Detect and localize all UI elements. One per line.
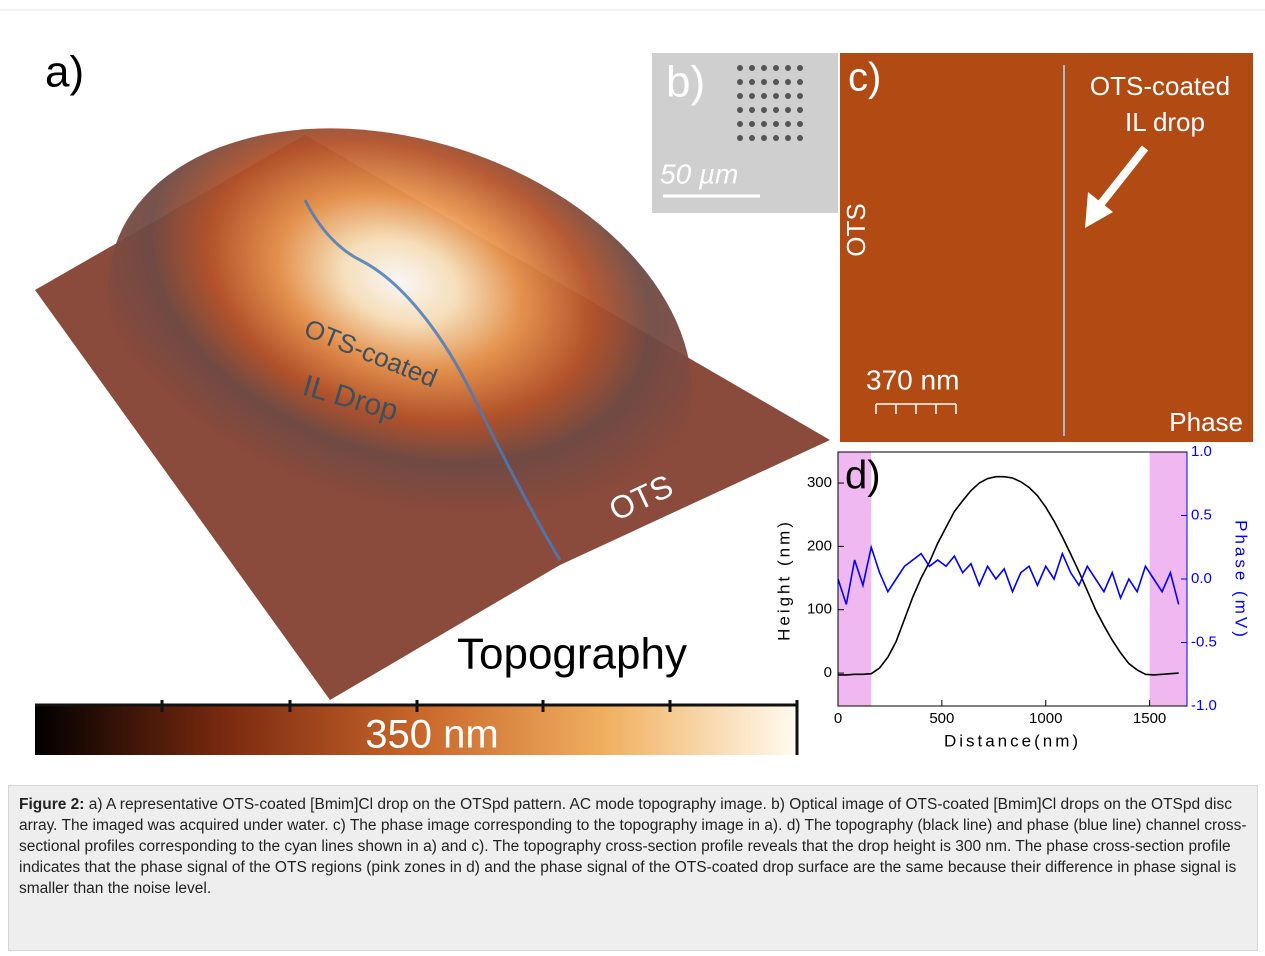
caption-text: a) A representative OTS-coated [Bmim]Cl …	[19, 796, 1247, 897]
drop-label: OTS-coated	[1090, 71, 1230, 101]
y2-tick-label: 1.0	[1191, 443, 1212, 460]
mode-label: Topography	[457, 630, 687, 679]
figure: a) OTS-coated IL Drop OTS Topography 350…	[0, 0, 1265, 780]
y2-tick-label: -1.0	[1191, 697, 1217, 714]
profile-chart: 0 500 1000 1500 0 100 200 300 -1.0 -0.5 0.0 0.5 1.0 d…	[774, 443, 1250, 751]
x-tick-label: 1500	[1133, 710, 1166, 727]
y2-tick-label: 0.0	[1191, 570, 1212, 587]
series-line	[838, 547, 1179, 604]
scale-label: 370 nm	[866, 364, 959, 395]
caption: Figure 2: a) A representative OTS-coated…	[8, 785, 1258, 951]
y-axis-label: Height (nm)	[774, 519, 793, 641]
panel-label: a)	[45, 48, 84, 97]
y2-axis-label: Phase (mV)	[1232, 520, 1251, 640]
y2-tick-label: 0.5	[1191, 506, 1212, 523]
caption-label: Figure 2:	[19, 796, 84, 813]
y-tick-label: 300	[807, 474, 832, 491]
page: {"figure": {"panels": { "a": {"label": "…	[0, 0, 1265, 956]
region-label: OTS	[841, 203, 871, 256]
x-tick-label: 1000	[1029, 710, 1062, 727]
scale-label: 50 µm	[660, 158, 738, 189]
x-axis-label: Distance(nm)	[944, 731, 1081, 750]
drop-surface	[53, 57, 747, 623]
y-tick-label: 0	[824, 664, 832, 681]
drop-label: IL drop	[1125, 107, 1205, 137]
mode-label: Phase	[1169, 407, 1243, 437]
colorbar-label: 350 nm	[365, 713, 498, 757]
y-tick-label: 100	[807, 601, 832, 618]
x-tick-label: 500	[929, 710, 954, 727]
panel-label: c)	[848, 56, 881, 100]
x-tick-label: 0	[834, 710, 842, 727]
series-line	[838, 477, 1179, 675]
y2-tick-label: -0.5	[1191, 633, 1217, 650]
y-tick-label: 200	[807, 537, 832, 554]
panel-label: d)	[845, 454, 881, 498]
panel-label: b)	[666, 58, 705, 107]
